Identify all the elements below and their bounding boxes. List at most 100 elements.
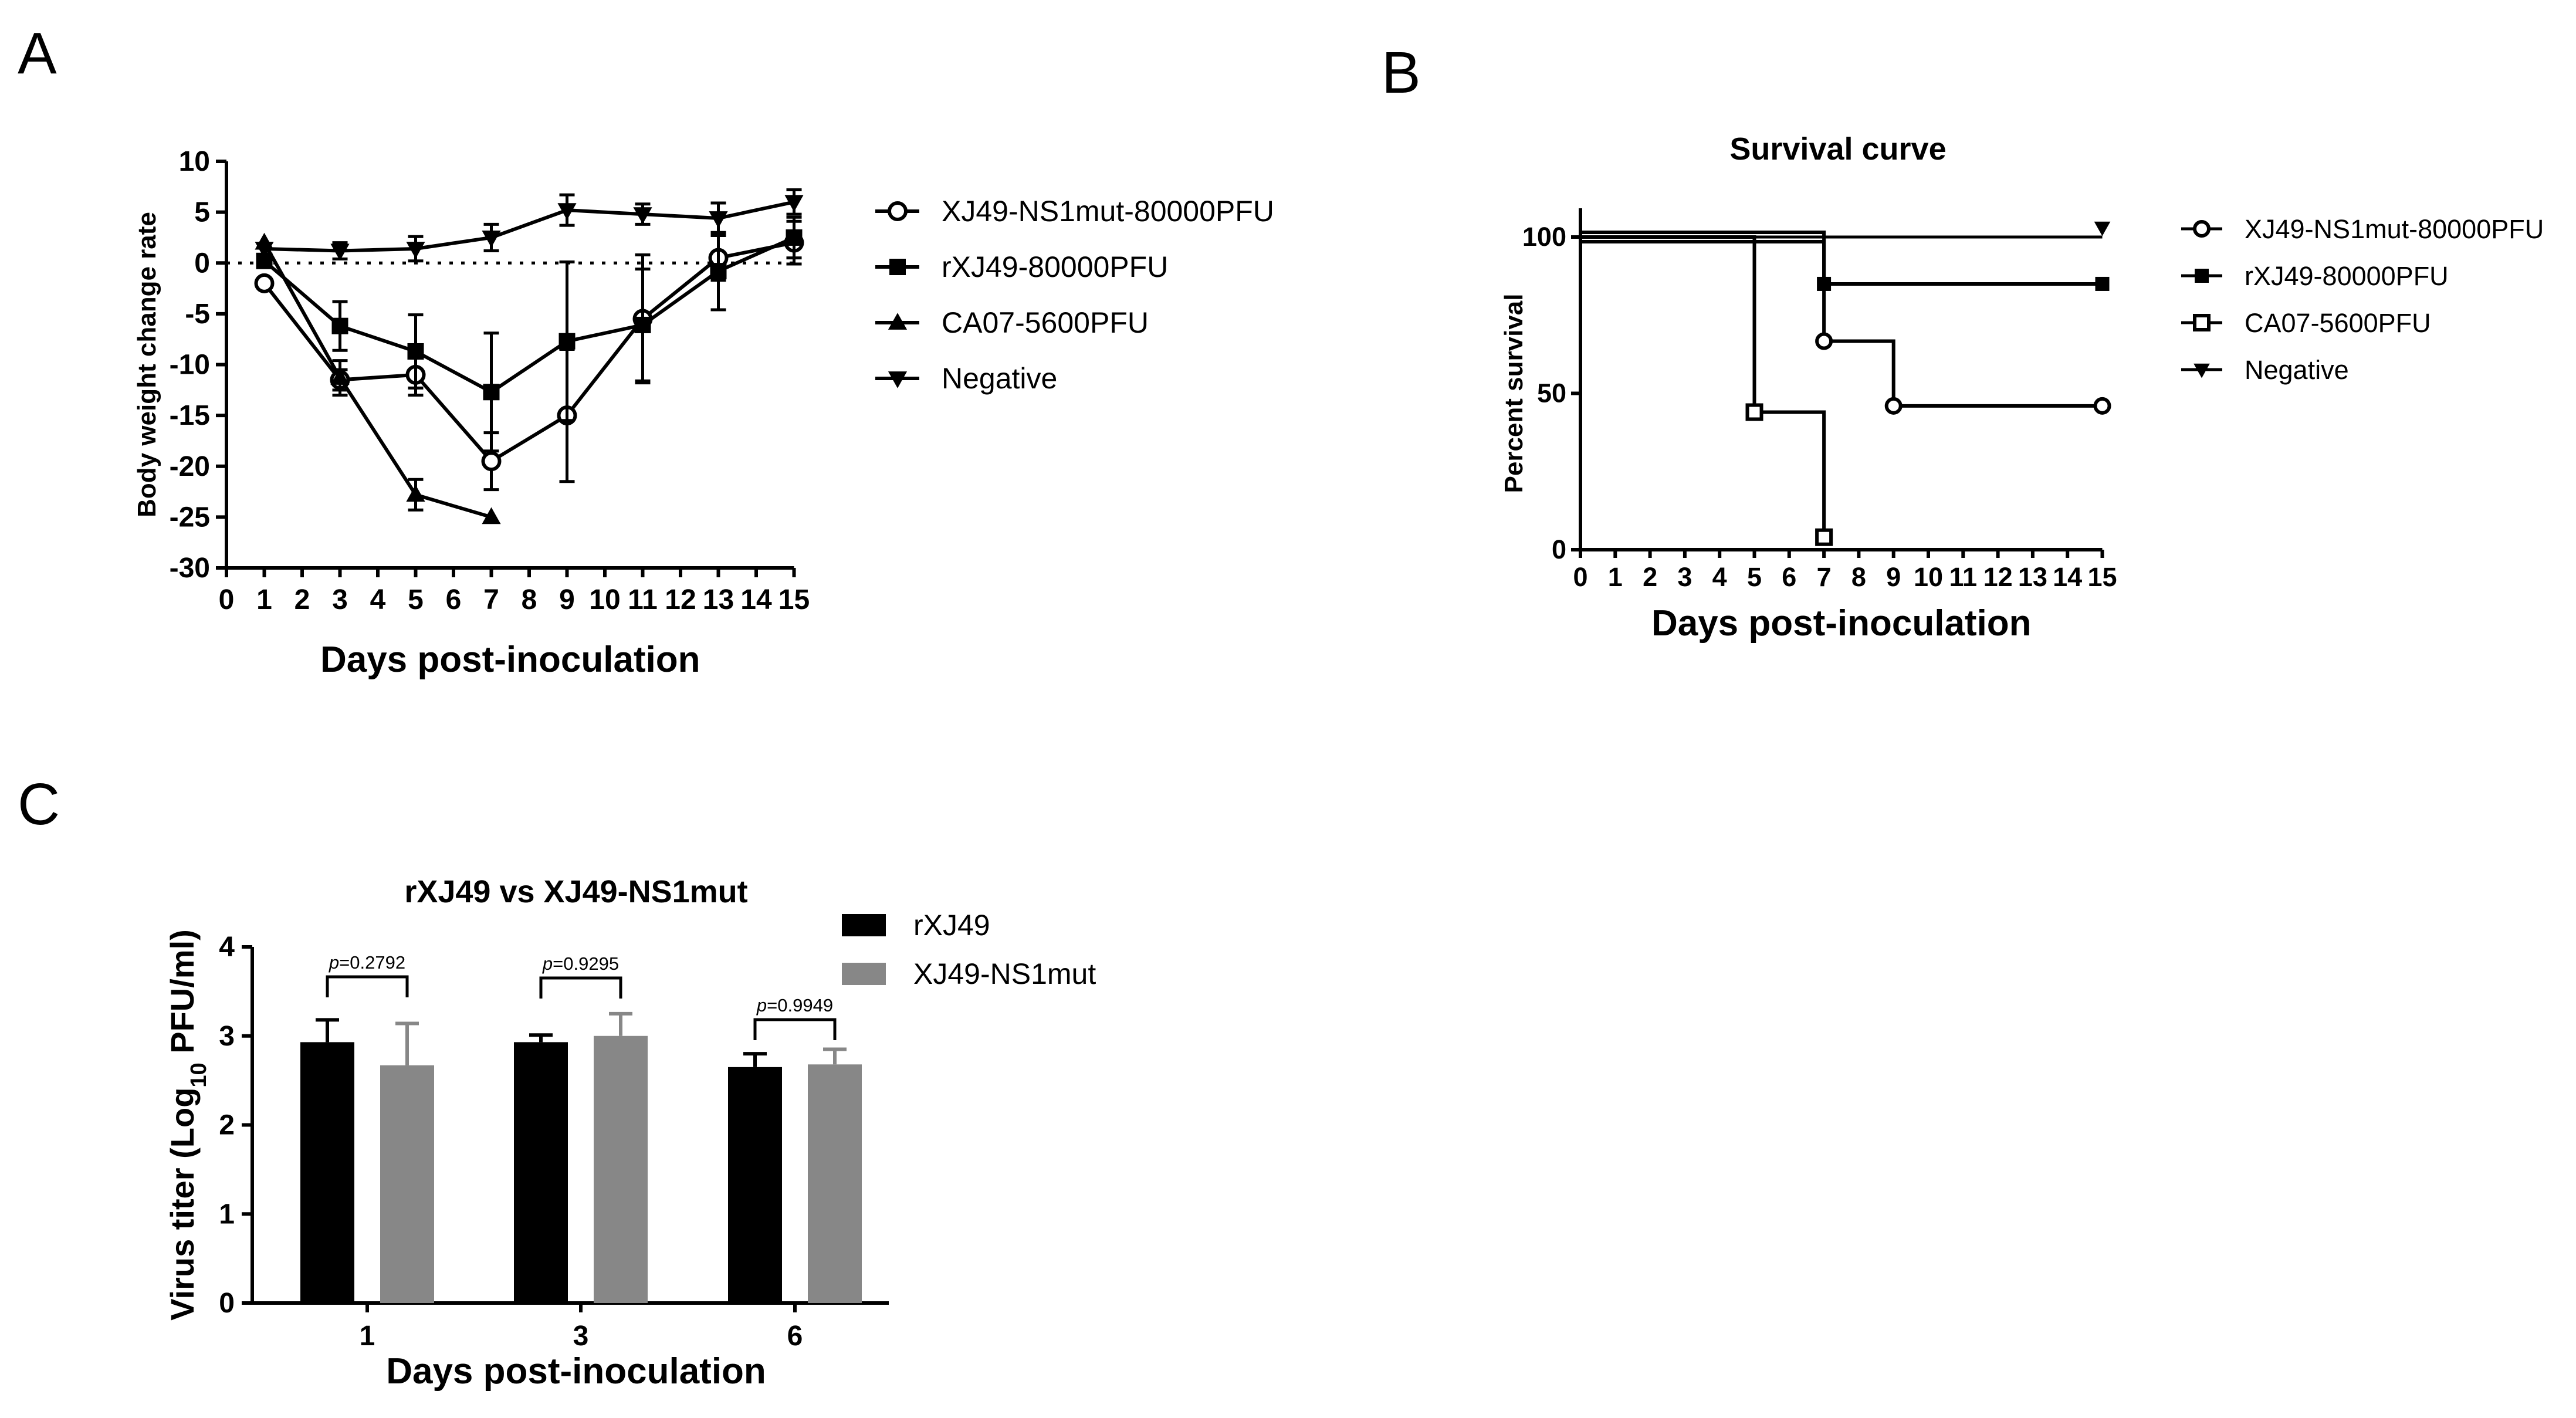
series-2 xyxy=(1580,235,1833,546)
y-tick-label: 50 xyxy=(1537,378,1566,408)
series-line xyxy=(263,241,795,463)
x-tick-label: 8 xyxy=(1851,562,1866,592)
y-tick-label: -25 xyxy=(170,502,210,533)
x-tick-label: 15 xyxy=(778,584,810,615)
legend-marker xyxy=(888,313,908,330)
y-tick-label: -10 xyxy=(170,350,210,381)
x-tick-label: 0 xyxy=(219,584,235,615)
x-tick-label: 12 xyxy=(665,584,696,615)
y-tick-label: 100 xyxy=(1522,222,1566,252)
x-tick-label: 3 xyxy=(1677,562,1692,592)
legend-label: XJ49-NS1mut-80000PFU xyxy=(2245,214,2544,244)
x-tick-label: 1 xyxy=(1608,562,1623,592)
x-tick-label: 0 xyxy=(1573,562,1587,592)
series-1 xyxy=(1580,231,2110,291)
p-value-label: p=0.9949 xyxy=(756,995,833,1016)
data-point xyxy=(2094,221,2111,236)
x-tick-label: 12 xyxy=(1983,562,2013,592)
data-point xyxy=(482,507,501,524)
data-point xyxy=(710,263,727,280)
x-tick-label: 3 xyxy=(332,584,348,615)
x-tick-label: 5 xyxy=(408,584,424,615)
legend-marker xyxy=(889,259,906,275)
data-point xyxy=(331,317,348,334)
legend-label: CA07-5600PFU xyxy=(2245,308,2431,338)
data-point xyxy=(1745,403,1763,421)
legend: XJ49-NS1mut-80000PFU rXJ49-80000PFU CA07-5… xyxy=(875,195,1274,395)
series-0 xyxy=(254,219,804,492)
y-tick-label: 1 xyxy=(219,1199,235,1230)
data-point xyxy=(481,451,502,472)
significance-bracket xyxy=(539,976,622,999)
y-tick-label: -5 xyxy=(185,299,210,330)
legend-marker xyxy=(2193,220,2211,238)
x-tick-label: 2 xyxy=(1643,562,1657,592)
y-axis-title: Percent survival xyxy=(1499,294,1528,493)
y-tick-label: 2 xyxy=(219,1110,235,1141)
chart-title: rXJ49 vs XJ49-NS1mut xyxy=(404,874,747,909)
data-point xyxy=(2093,397,2111,415)
y-tick-label: -20 xyxy=(170,451,210,482)
p-value-text: =0.2792 xyxy=(339,952,405,973)
x-tick-label: 8 xyxy=(522,584,537,615)
x-tick-label: 7 xyxy=(483,584,499,615)
x-tick-label: 14 xyxy=(2053,562,2082,592)
chart-title: Survival curve xyxy=(1729,131,1946,167)
data-point xyxy=(483,384,500,401)
data-point xyxy=(634,316,651,333)
legend-label: Negative xyxy=(942,362,1057,395)
bar xyxy=(380,1065,434,1303)
legend-label: rXJ49-80000PFU xyxy=(2245,261,2449,291)
legend-marker xyxy=(2194,363,2210,378)
significance-annotation: p=0.9295 xyxy=(539,953,622,999)
x-tick-label: 15 xyxy=(2087,562,2117,592)
x-tick-label: 10 xyxy=(589,584,620,615)
y-tick-label: 0 xyxy=(194,248,210,279)
data-point xyxy=(254,273,275,293)
panel-letter: A xyxy=(18,21,57,86)
data-point xyxy=(633,207,652,224)
panel-letter: B xyxy=(1382,40,1421,106)
x-tick-label: 4 xyxy=(1712,562,1727,592)
data-point xyxy=(1884,397,1903,415)
x-tick-label: 3 xyxy=(573,1321,589,1352)
x-tick-label: 9 xyxy=(559,584,575,615)
y-axis-title-end: PFU/ml) xyxy=(164,929,201,1062)
x-tick-label: 13 xyxy=(703,584,734,615)
y-axis-title-subscript: 10 xyxy=(187,1062,211,1087)
data-point xyxy=(557,203,577,220)
y-tick-label: 5 xyxy=(194,197,210,228)
legend-marker xyxy=(888,371,908,388)
legend-label: rXJ49-80000PFU xyxy=(942,251,1168,283)
data-point xyxy=(1817,276,1832,291)
x-tick-label: 5 xyxy=(1747,562,1762,592)
survival-step-line xyxy=(1580,231,2103,286)
p-value-prefix: p xyxy=(542,953,553,974)
significance-annotation: p=0.9949 xyxy=(753,995,837,1040)
y-tick-label: 3 xyxy=(219,1021,235,1052)
bar xyxy=(594,1035,648,1303)
series-line xyxy=(264,200,795,253)
x-tick-label: 2 xyxy=(295,584,310,615)
x-tick-label: 14 xyxy=(740,584,772,615)
legend-label: CA07-5600PFU xyxy=(942,306,1149,339)
bar xyxy=(514,1042,568,1303)
data-point xyxy=(1815,332,1833,350)
series-0 xyxy=(1580,240,2111,415)
bar xyxy=(808,1064,862,1303)
y-axis-title: Body weight change rate xyxy=(133,212,161,517)
data-point xyxy=(784,195,804,212)
data-point xyxy=(330,368,350,385)
y-tick-label: 4 xyxy=(219,932,235,963)
legend: XJ49-NS1mut-80000PFU rXJ49-80000PFU CA07-5… xyxy=(2181,214,2544,385)
x-tick-label: 9 xyxy=(1886,562,1901,592)
series-line xyxy=(263,236,795,394)
data-point xyxy=(709,211,728,228)
survival-step-line xyxy=(1580,240,2103,408)
y-tick-label: 0 xyxy=(1552,534,1566,564)
x-tick-label: 13 xyxy=(2018,562,2047,592)
data-point xyxy=(406,485,425,502)
data-point xyxy=(255,242,274,259)
